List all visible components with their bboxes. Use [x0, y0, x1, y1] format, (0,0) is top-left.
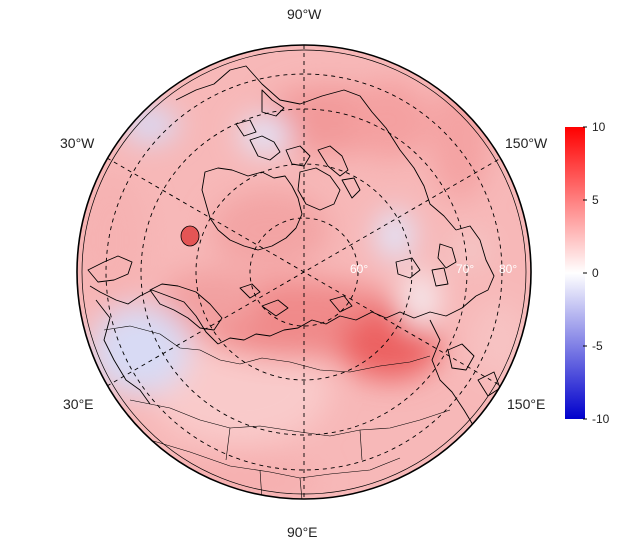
colorbar-tick-label: 5 — [592, 193, 599, 207]
lon-label-lower-right: 150°E — [507, 396, 546, 412]
coastlines — [87, 65, 501, 499]
lon-label-top: 90°W — [287, 6, 322, 22]
graticule — [105, 45, 503, 499]
colorbar-ramp — [565, 127, 585, 419]
lon-label-upper-right: 150°W — [505, 135, 548, 151]
colorbar-tick-label: 0 — [592, 266, 599, 280]
lat-label-70: 70° — [456, 262, 475, 276]
colorbar-tick-label: -5 — [592, 339, 603, 353]
map-boundary — [76, 44, 532, 500]
lon-label-upper-left: 30°W — [60, 135, 95, 151]
colorbar-ticks — [583, 126, 587, 420]
colorbar-tick-label: 10 — [592, 120, 606, 134]
lake-anomaly-hotspot — [180, 225, 200, 247]
lat-label-60: 60° — [350, 262, 369, 276]
map-inner-boundary — [81, 49, 527, 495]
lat-label-80: 80° — [499, 262, 518, 276]
lon-label-lower-left: 30°E — [63, 396, 94, 412]
colorbar-tick-label: -10 — [592, 412, 610, 426]
lon-label-bottom: 90°E — [287, 524, 318, 540]
